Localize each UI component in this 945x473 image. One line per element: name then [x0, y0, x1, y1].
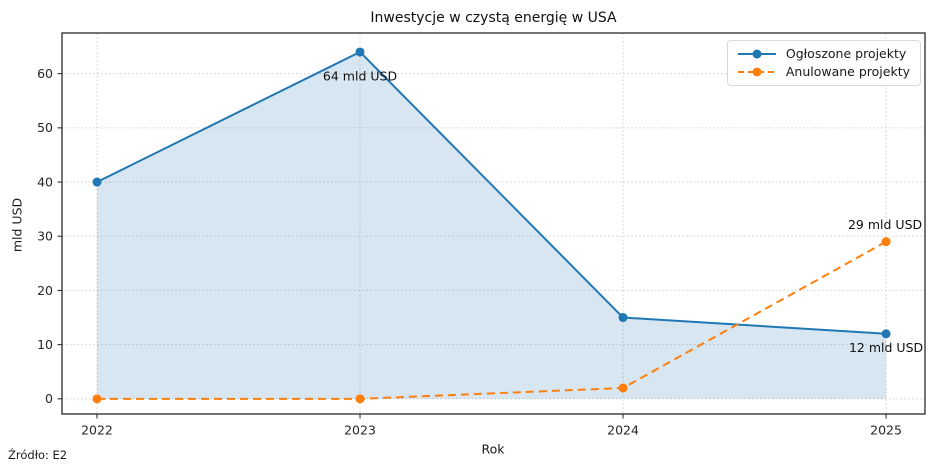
x-tick-label: 2025: [870, 423, 902, 438]
data-point-marker: [618, 313, 628, 323]
y-tick-label: 40: [37, 174, 53, 189]
legend-marker-icon: [752, 49, 762, 58]
y-tick-label: 20: [37, 283, 53, 298]
data-point-marker: [92, 394, 102, 404]
legend-dashed-line-sample: [737, 67, 776, 76]
data-point-marker: [92, 177, 102, 187]
data-label: 29 mld USD: [848, 217, 922, 232]
plot-border: [61, 32, 926, 415]
y-tick-label: 60: [37, 66, 53, 81]
source-note: Źródło: E2: [8, 448, 68, 462]
legend-label-cancelled: Anulowane projekty: [785, 64, 910, 79]
data-point-marker: [881, 237, 891, 247]
data-point-marker: [881, 329, 891, 339]
legend-item-cancelled: Anulowane projekty: [737, 64, 910, 79]
legend-item-announced: Ogłoszone projekty: [737, 46, 910, 61]
x-tick-label: 2024: [607, 423, 639, 438]
data-label: 12 mld USD: [849, 340, 923, 355]
legend-label-announced: Ogłoszone projekty: [785, 46, 907, 61]
data-label: 64 mld USD: [323, 68, 397, 83]
y-tick-label: 10: [37, 337, 53, 352]
x-axis-label: Rok: [481, 441, 505, 457]
legend-marker-icon: [752, 67, 762, 76]
y-tick-label: 30: [37, 229, 53, 244]
x-tick-label: 2022: [81, 423, 113, 438]
data-point-marker: [355, 394, 365, 404]
area-fill: [96, 51, 887, 399]
series-line-0: [96, 50, 887, 335]
y-axis-label: mld USD: [9, 197, 25, 253]
data-point-marker: [618, 383, 628, 393]
legend-solid-line-sample: [737, 49, 776, 58]
data-point-marker: [355, 47, 365, 57]
legend: Ogłoszone projekty Anulowane projekty: [726, 40, 921, 86]
series-line-1: [96, 240, 887, 400]
x-tick-label: 2023: [344, 423, 376, 438]
chart-title: Inwestycje w czystą energię w USA: [370, 10, 617, 26]
y-tick-label: 50: [37, 120, 53, 135]
y-tick-label: 0: [45, 391, 53, 406]
